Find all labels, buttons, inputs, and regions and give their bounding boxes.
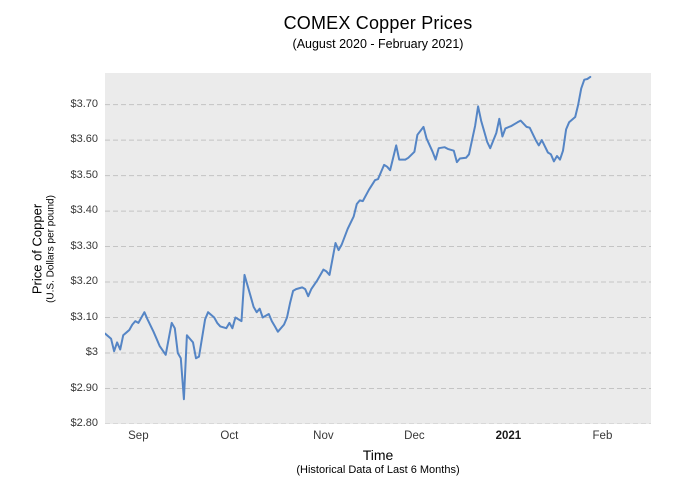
chart-title: COMEX Copper Prices xyxy=(283,13,473,33)
y-tick-label: $3.70 xyxy=(70,97,98,110)
y-tick-label: $2.80 xyxy=(70,417,98,429)
y-tick-label: $2.90 xyxy=(70,381,98,394)
x-tick-label: Sep xyxy=(128,430,149,442)
copper-price-line xyxy=(105,75,592,401)
x-tick-label: 2021 xyxy=(495,430,522,442)
y-tick-label: $3.20 xyxy=(70,275,98,288)
y-tick-label: $3 xyxy=(85,346,98,359)
y-tick-label: $3.60 xyxy=(70,133,98,146)
price-line-chart xyxy=(105,75,651,424)
x-tick-label: Feb xyxy=(592,430,613,442)
y-tick-label: $3.50 xyxy=(70,168,98,181)
plot-area xyxy=(105,73,651,424)
x-tick-label: Oct xyxy=(220,430,239,442)
x-tick-label: Nov xyxy=(313,430,334,442)
x-axis-title: Time xyxy=(362,447,394,463)
chart-subtitle: (August 2020 - February 2021) xyxy=(292,37,464,51)
x-tick-label: Dec xyxy=(404,430,425,442)
y-tick-label: $3.40 xyxy=(70,204,98,217)
y-tick-label: $3.30 xyxy=(70,239,98,252)
y-tick-label: $3.10 xyxy=(70,310,98,323)
x-axis-subtitle: (Historical Data of Last 6 Months) xyxy=(296,464,460,476)
